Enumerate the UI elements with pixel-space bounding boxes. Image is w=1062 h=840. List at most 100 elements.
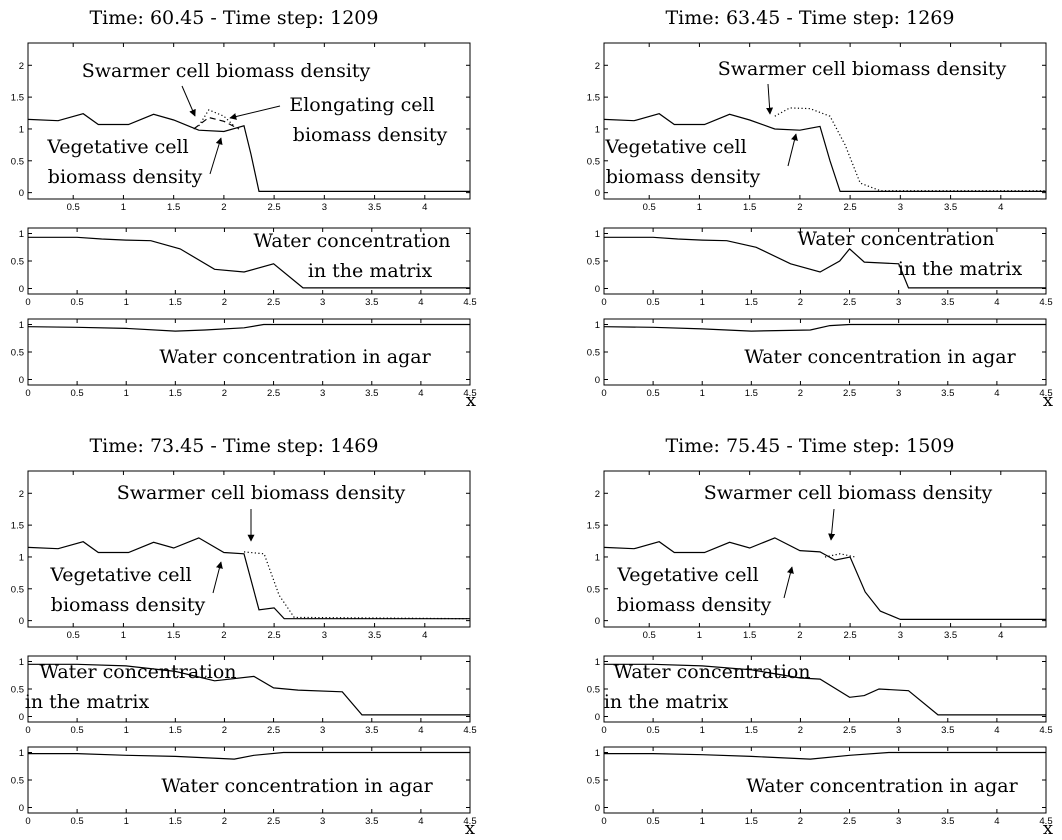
x-tick-label: 2.5 [843, 388, 856, 399]
water-matrix-annotation-line2: in the matrix [308, 260, 433, 282]
x-tick-label: 1 [697, 202, 702, 213]
x-tick-label: 4 [998, 630, 1003, 641]
x-tick-label: 1 [121, 202, 126, 213]
swarmer-arrow [828, 508, 836, 541]
x-tick-label: 3 [320, 816, 325, 827]
x-tick-label: 4.5 [463, 297, 476, 308]
x-tick-label: 4 [994, 388, 999, 399]
elongating-annotation-line2: biomass density [293, 124, 448, 146]
axes-frame [27, 42, 471, 200]
subplot-biomass: 0.5 1 1.5 2 2.5 3 3.5 4 0 0.5 1 1.5 2 [11, 470, 471, 641]
y-tick-label: 1.5 [587, 93, 600, 104]
series-water-concentration-in-agar [28, 751, 470, 760]
vegetative-annotation-line1: Vegetative cell [604, 136, 746, 158]
y-tick-label: 0 [19, 188, 24, 199]
x-tick-label: 4 [994, 816, 999, 827]
y-tick-label: 1 [595, 229, 600, 240]
y-tick-label: 1.5 [11, 93, 24, 104]
y-tick-label: 1 [19, 229, 24, 240]
x-tick-label: 0.5 [71, 725, 84, 736]
chart-1: 0.5 1 1.5 2 2.5 3 3.5 4 0 0.5 1 1.5 2 0 0.5 1 1.5 2 2.5 3 3.… [11, 42, 477, 399]
subplot-water_agar: 0 0.5 1 1.5 2 2.5 3 3.5 4 4.5 0 0.5 1 [587, 318, 1053, 399]
subplot-water_matrix: 0 0.5 1 1.5 2 2.5 3 3.5 4 4.5 0 0.5 1 [587, 655, 1053, 736]
vegetative-arrow [783, 566, 794, 599]
x-tick-label: 3.5 [944, 630, 957, 641]
x-tick-label: 3 [896, 388, 901, 399]
x-tick-label: 1 [124, 816, 129, 827]
panel-3: Time: 73.45 - Time step: 1469 Swarmer ce… [25, 435, 475, 839]
x-tick-label: 4 [418, 725, 423, 736]
x-tick-label: 1.5 [745, 725, 758, 736]
x-tick-label: 2.5 [844, 630, 857, 641]
x-tick-label: 3 [320, 725, 325, 736]
series-water-concentration-in-agar [27, 323, 470, 332]
water-matrix-annotation-line1: Water concentration [39, 661, 236, 683]
x-tick-label: 1 [124, 297, 129, 308]
swarmer-arrow [766, 83, 774, 115]
x-tick-label: 0.5 [67, 630, 80, 641]
series-swarmer-cell-biomass-density [243, 551, 471, 620]
series-vegetative-cell-biomass-density [603, 537, 1046, 620]
water-matrix-annotation-line1: Water concentration [253, 230, 450, 252]
water-matrix-annotation-line2: in the matrix [898, 258, 1023, 280]
x-tick-label: 0 [601, 297, 606, 308]
swarmer-arrow [181, 85, 196, 117]
water-agar-annotation: Water concentration in agar [159, 346, 431, 368]
x-tick-label: 2.5 [267, 388, 280, 399]
x-tick-label: 0.5 [67, 202, 80, 213]
y-tick-label: 1 [19, 748, 24, 759]
x-tick-label: 3.5 [941, 725, 954, 736]
y-tick-label: 0 [19, 375, 24, 386]
water-agar-annotation: Water concentration in agar [746, 775, 1018, 797]
water-matrix-annotation-line1: Water concentration [797, 228, 994, 250]
panel-2: Time: 63.45 - Time step: 1269 Swarmer ce… [604, 7, 1053, 411]
x-tick-label: 1.5 [743, 630, 756, 641]
swarmer-annotation: Swarmer cell biomass density [82, 60, 371, 82]
y-tick-label: 1 [595, 124, 600, 135]
series-swarmer-cell-biomass-density [824, 553, 856, 558]
x-tick-label: 0 [601, 816, 606, 827]
x-tick-label: 1.5 [167, 630, 180, 641]
series-vegetative-cell-biomass-density [27, 113, 470, 192]
x-tick-label: 1 [124, 388, 129, 399]
subplot-water_matrix: 0 0.5 1 1.5 2 2.5 3 3.5 4 4.5 0 0.5 1 [11, 227, 477, 308]
x-tick-label: 3.5 [368, 202, 381, 213]
x-tick-label: 4 [418, 816, 423, 827]
x-axis-label: x [466, 390, 476, 411]
x-tick-label: 3.5 [941, 297, 954, 308]
y-tick-label: 0.5 [11, 584, 24, 595]
panel-title: Time: 75.45 - Time step: 1509 [666, 435, 955, 457]
y-tick-label: 1 [19, 124, 24, 135]
y-tick-label: 1 [19, 657, 24, 668]
x-tick-label: 3.5 [365, 297, 378, 308]
x-tick-label: 2 [222, 388, 227, 399]
subplot-water_agar: 0 0.5 1 1.5 2 2.5 3 3.5 4 4.5 0 0.5 1 [587, 746, 1053, 827]
x-tick-label: 1 [700, 297, 705, 308]
y-tick-label: 0.5 [11, 685, 24, 696]
x-tick-label: 3.5 [941, 816, 954, 827]
x-tick-label: 2.5 [843, 725, 856, 736]
x-tick-label: 1.5 [169, 388, 182, 399]
x-tick-label: 2 [798, 297, 803, 308]
vegetative-annotation-line2: biomass density [51, 594, 206, 616]
series-swarmer-cell-biomass-density [198, 109, 235, 127]
panel-1: Time: 60.45 - Time step: 1209 Swarmer ce… [46, 7, 476, 411]
x-tick-label: 2 [797, 630, 802, 641]
y-tick-label: 0.5 [11, 257, 24, 268]
subplot-biomass: 0.5 1 1.5 2 2.5 3 3.5 4 0 0.5 1 1.5 2 [587, 42, 1047, 213]
x-tick-label: 4.5 [463, 816, 476, 827]
x-tick-label: 0 [25, 297, 30, 308]
y-tick-label: 2 [595, 489, 600, 500]
series-water-concentration-in-the-matrix [604, 236, 1046, 289]
series-vegetative-cell-biomass-density [27, 537, 470, 620]
x-tick-label: 1.5 [745, 816, 758, 827]
y-tick-label: 0 [595, 616, 600, 627]
x-tick-label: 0 [601, 388, 606, 399]
x-tick-label: 1 [697, 630, 702, 641]
x-tick-label: 0.5 [647, 816, 660, 827]
y-tick-label: 0.5 [587, 156, 600, 167]
x-tick-label: 2.5 [267, 725, 280, 736]
series-vegetative-cell-biomass-density [603, 113, 1046, 192]
x-tick-label: 4.5 [1039, 725, 1052, 736]
